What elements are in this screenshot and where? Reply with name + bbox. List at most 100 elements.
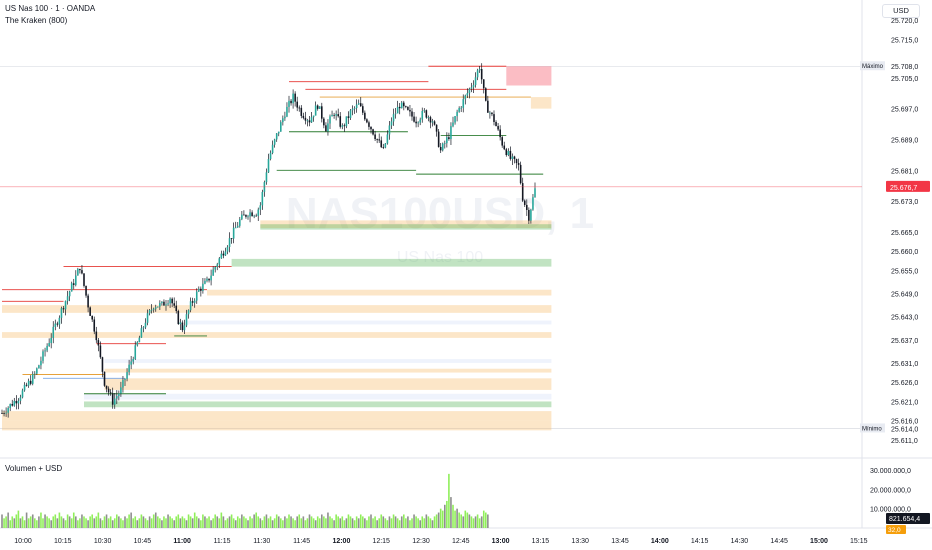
volume-bar <box>232 518 235 528</box>
volume-bar <box>359 514 362 528</box>
volume-bar <box>60 516 63 528</box>
candle-body <box>44 350 46 352</box>
volume-bar <box>15 514 18 528</box>
y-tick-label: 25.616,0 <box>891 419 918 426</box>
volume-bar <box>249 516 251 528</box>
candle-body <box>93 319 96 332</box>
candle-body <box>214 266 216 270</box>
candle-body <box>191 301 194 303</box>
candle-body <box>503 145 506 150</box>
volume-bar <box>152 514 155 528</box>
x-tick-label: 11:30 <box>253 538 270 545</box>
candle-body <box>48 343 50 347</box>
volume-bar <box>321 514 323 528</box>
candle-body <box>280 122 282 132</box>
candle-body <box>218 258 221 265</box>
volume-bar <box>118 516 120 528</box>
volume-bar <box>79 518 81 528</box>
candle-body <box>368 122 370 127</box>
candle-body <box>9 403 11 409</box>
zone-orange <box>207 289 552 296</box>
volume-bar <box>261 520 264 528</box>
max-value: 25.708,0 <box>891 64 918 71</box>
candle-body <box>70 283 73 292</box>
volume-bar <box>470 516 473 528</box>
volume-bar <box>376 520 378 528</box>
candle-body <box>228 238 231 247</box>
volume-bar <box>288 514 290 528</box>
volume-bar <box>370 514 372 528</box>
candle-body <box>124 378 126 380</box>
volume-bar <box>234 520 237 528</box>
candle-body <box>79 268 81 271</box>
volume-bar <box>466 512 469 528</box>
zone-orange <box>104 368 552 373</box>
volume-bar <box>439 508 442 528</box>
y-tick-label: 25.720,0 <box>891 18 918 25</box>
candle-body <box>220 253 223 259</box>
volume-bar <box>308 514 311 528</box>
volume-bar <box>165 518 167 528</box>
volume-bar <box>138 518 141 528</box>
candle-body <box>77 268 79 276</box>
candle-body <box>72 283 75 285</box>
candle-body <box>85 285 87 296</box>
candle-body <box>523 200 526 205</box>
candle-body <box>476 70 479 78</box>
volume-bar <box>77 520 79 528</box>
candle-body <box>150 309 153 311</box>
volume-bar <box>7 512 9 528</box>
volume-bar <box>292 518 294 528</box>
volume-bar <box>339 518 342 528</box>
volume-bar <box>485 512 487 528</box>
volume-bar <box>448 473 450 528</box>
volume-bar <box>25 512 28 528</box>
indicator-label[interactable]: The Kraken (800) <box>5 16 68 25</box>
volume-bar <box>310 516 313 528</box>
candle-body <box>144 322 147 328</box>
currency-selector[interactable]: USD <box>882 4 920 18</box>
candle-body <box>146 313 149 323</box>
volume-bar <box>105 514 108 528</box>
candle-body <box>306 120 309 122</box>
candle-body <box>189 301 192 311</box>
candle-body <box>323 118 325 126</box>
x-tick-label: 13:00 <box>492 538 510 545</box>
y-tick-label: 25.660,0 <box>891 249 918 256</box>
volume-bar <box>157 516 159 528</box>
volume-bar <box>263 516 266 528</box>
volume-bar <box>23 520 26 528</box>
candle-body <box>113 398 116 405</box>
volume-bar <box>116 514 118 528</box>
volume-bar <box>464 510 467 528</box>
volume-bar <box>19 518 22 528</box>
volume-bar <box>253 514 255 528</box>
volume-bar <box>454 510 456 528</box>
candle-body <box>526 204 528 210</box>
x-tick-label: 15:15 <box>850 538 868 545</box>
volume-bar <box>36 520 38 528</box>
candle-body <box>195 291 198 301</box>
volume-label[interactable]: Volumen + USD <box>5 464 63 473</box>
volume-bar <box>427 516 430 528</box>
candle-body <box>355 104 358 109</box>
candle-body <box>474 77 477 86</box>
candle-body <box>64 301 67 310</box>
candle-body <box>325 125 327 132</box>
candle-body <box>97 340 100 346</box>
candle-body <box>431 121 434 123</box>
y-tick-label: 25.637,0 <box>891 338 918 345</box>
candle-body <box>52 326 55 338</box>
candle-body <box>511 156 514 159</box>
x-tick-label: 14:45 <box>770 538 788 545</box>
candle-body <box>56 323 59 325</box>
candle-body <box>50 337 52 344</box>
candle-body <box>21 390 24 398</box>
volume-bar <box>202 514 204 528</box>
max-label-bg <box>860 61 885 71</box>
volume-bar <box>407 516 409 528</box>
volume-bar <box>327 512 329 528</box>
volume-bar <box>72 512 75 528</box>
symbol-title[interactable]: US Nas 100 · 1 · OANDA <box>5 4 96 13</box>
